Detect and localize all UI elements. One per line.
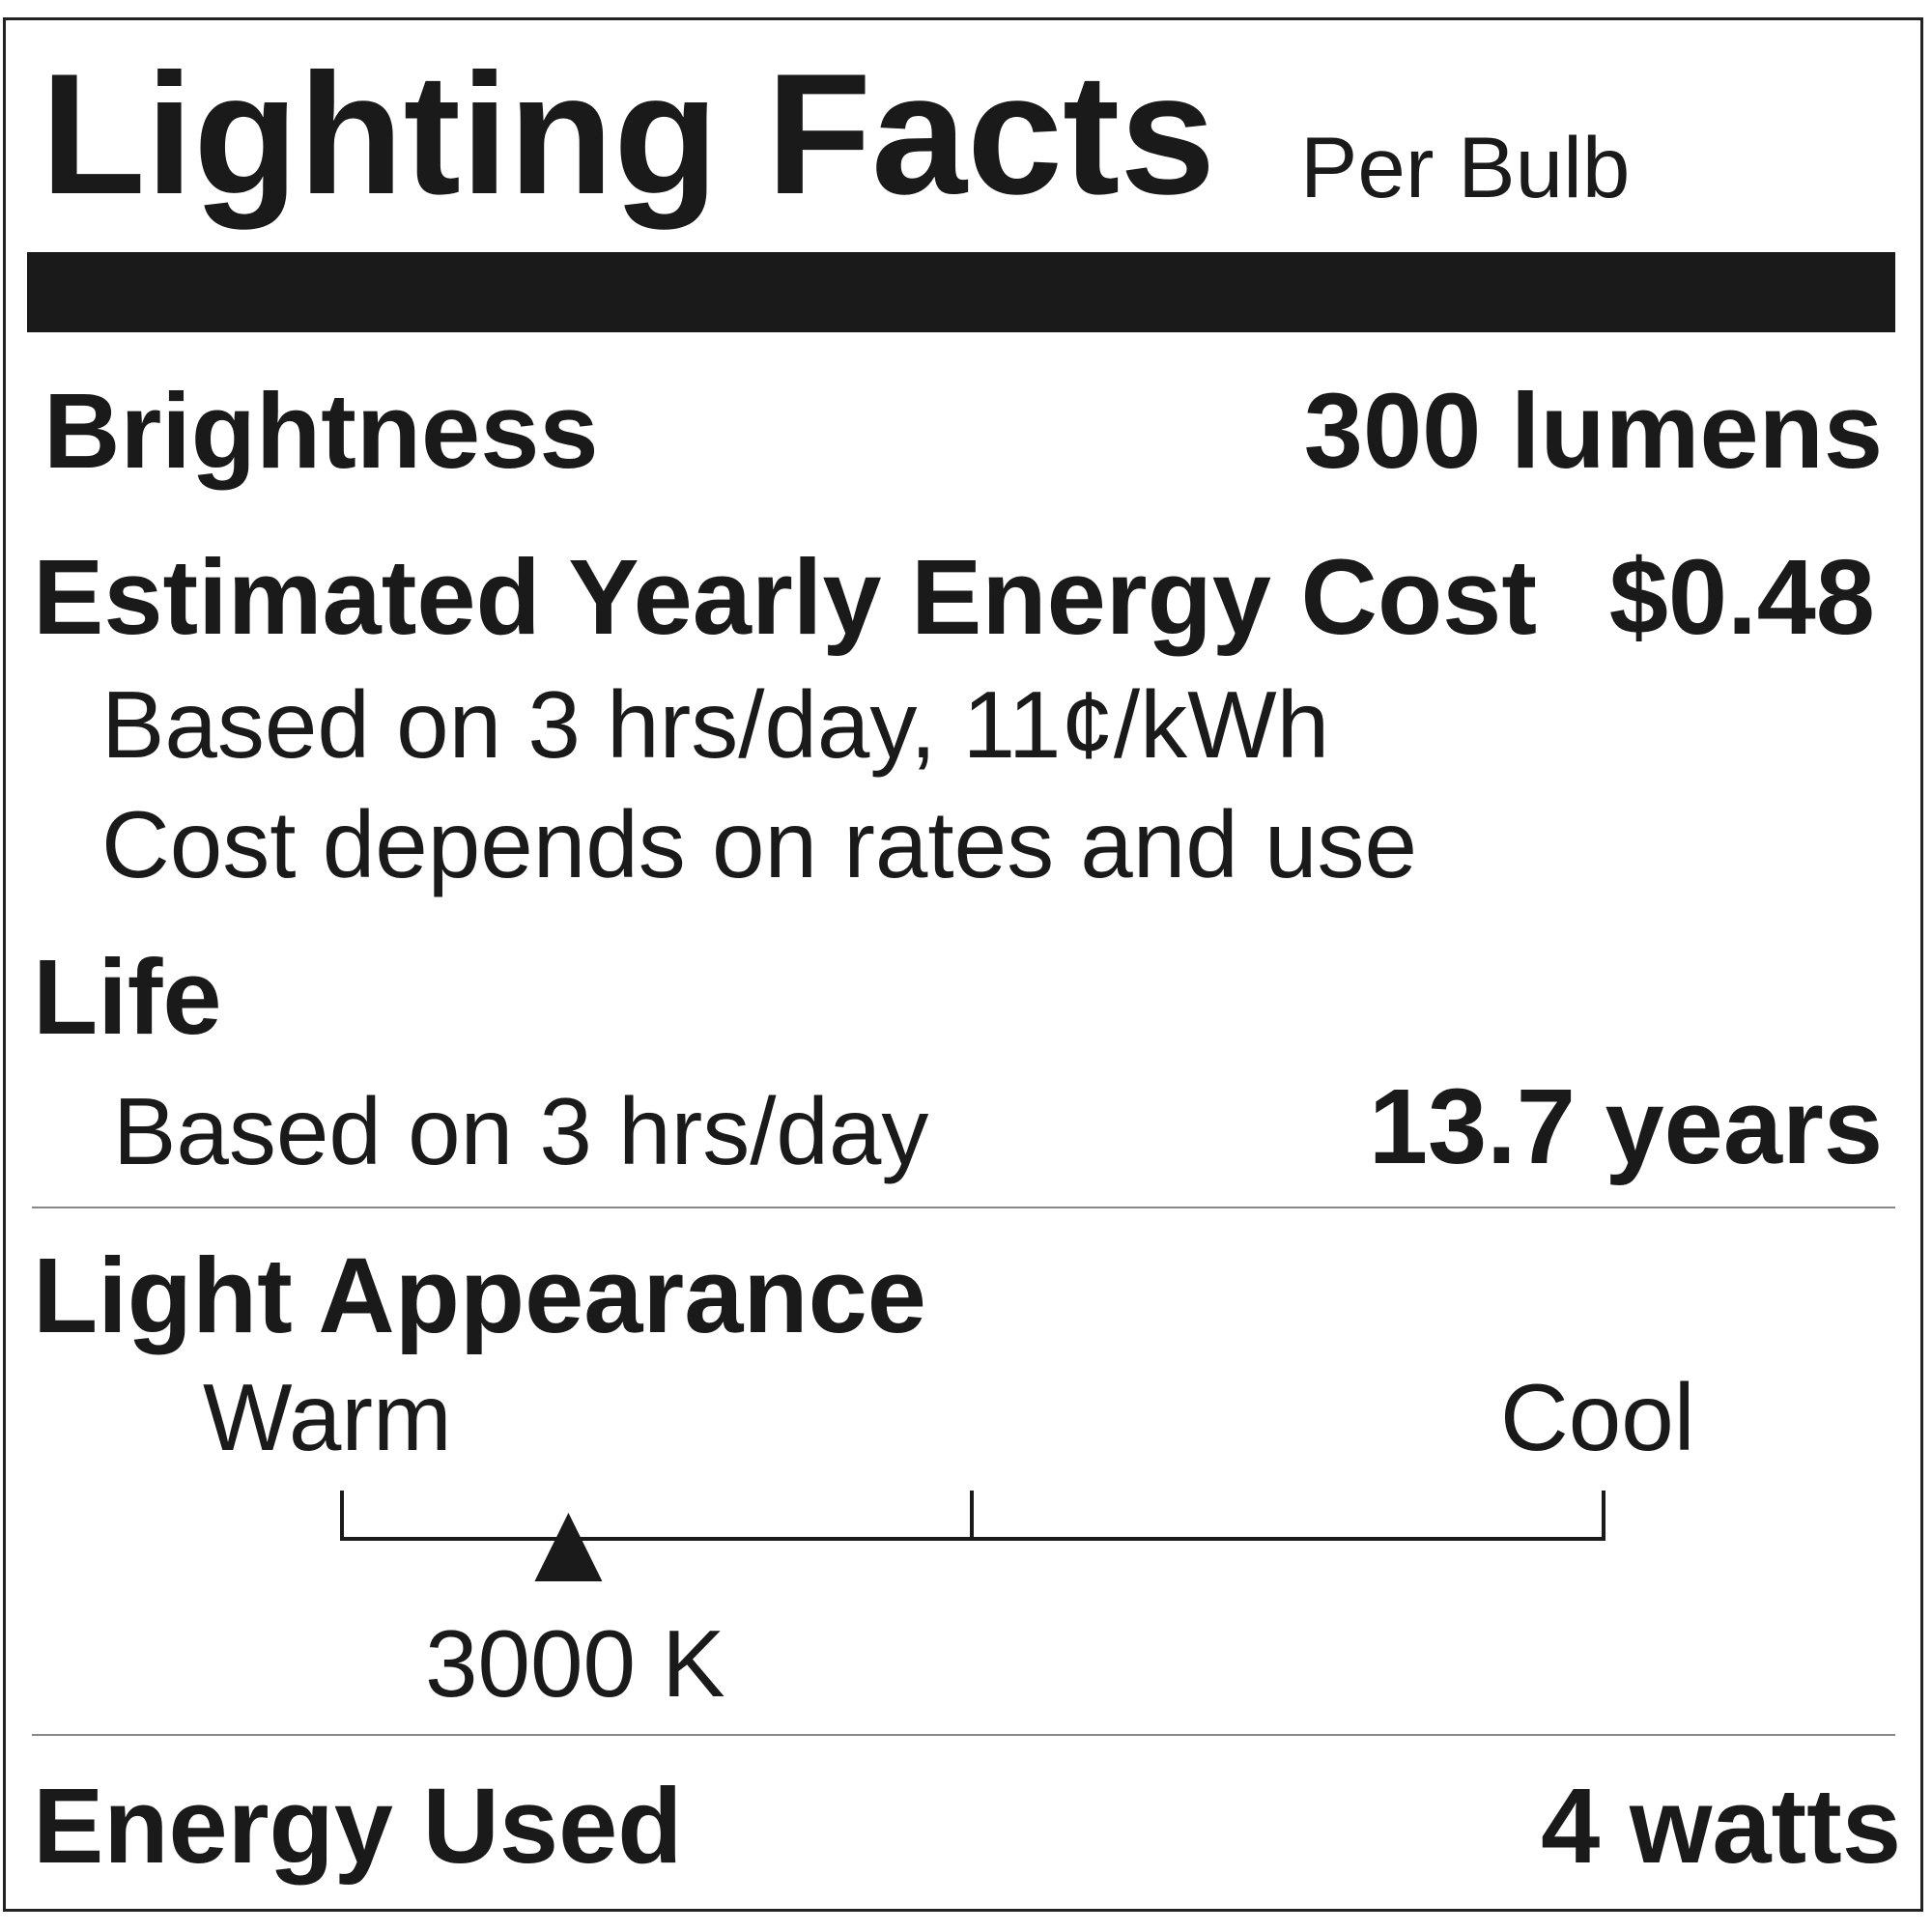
energy-cost-note-usage: Cost depends on rates and use (101, 791, 1418, 897)
label-frame (3, 17, 1923, 1912)
energy-cost-value: $0.48 (1608, 538, 1875, 657)
cool-label: Cool (1500, 1364, 1695, 1470)
section-divider (32, 1207, 1895, 1208)
color-temperature-marker-icon (534, 1513, 603, 1581)
brightness-label: Brightness (43, 372, 599, 491)
section-divider (32, 1734, 1895, 1736)
life-value: 13.7 years (1368, 1067, 1883, 1186)
label-subtitle: Per Bulb (1300, 119, 1631, 215)
label-title: Lighting Facts (41, 38, 1216, 230)
energy-used-label: Energy Used (33, 1767, 683, 1886)
color-temperature-value: 3000 K (425, 1610, 725, 1717)
energy-cost-label: Estimated Yearly Energy Cost (33, 538, 1537, 657)
light-appearance-label: Light Appearance (33, 1236, 926, 1355)
brightness-value: 300 lumens (1303, 372, 1883, 491)
energy-cost-note-rate: Based on 3 hrs/day, 11¢/kWh (101, 671, 1330, 778)
life-note: Based on 3 hrs/day (113, 1078, 929, 1184)
header-divider-bar (27, 252, 1895, 332)
life-label: Life (33, 938, 222, 1057)
energy-used-value: 4 watts (1541, 1767, 1901, 1886)
warm-label: Warm (203, 1364, 452, 1470)
